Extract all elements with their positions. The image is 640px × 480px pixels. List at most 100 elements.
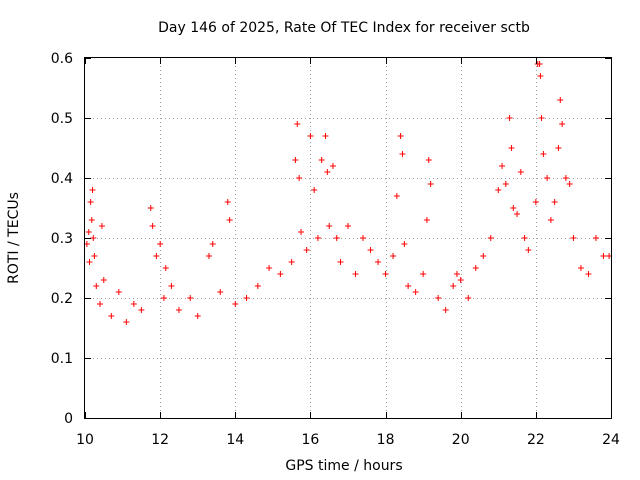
data-point (566, 181, 573, 187)
data-point (390, 253, 397, 259)
data-point (510, 205, 517, 211)
data-point (536, 61, 543, 67)
data-point (525, 247, 532, 253)
data-point (175, 307, 182, 313)
data-point (93, 283, 100, 289)
data-point (160, 295, 167, 301)
x-axis-label: GPS time / hours (285, 458, 402, 474)
data-point (307, 133, 314, 139)
x-tick-label: 10 (76, 432, 94, 448)
data-point (382, 271, 389, 277)
data-point (85, 229, 92, 235)
data-point (405, 283, 412, 289)
data-point (532, 199, 539, 205)
x-tick-labels: 10 12 14 16 18 20 22 24 (76, 432, 620, 448)
y-tick-label: 0.6 (51, 51, 73, 67)
data-point (324, 169, 331, 175)
x-tick-label: 14 (226, 432, 244, 448)
data-point (318, 157, 325, 163)
data-point (254, 283, 261, 289)
data-point (123, 319, 130, 325)
y-tick-label: 0 (64, 411, 73, 427)
data-point (115, 289, 122, 295)
data-point (499, 163, 506, 169)
data-point (547, 217, 554, 223)
data-point (89, 187, 96, 193)
data-point (544, 175, 551, 181)
data-point (147, 205, 154, 211)
chart-title: Day 146 of 2025, Rate Of TEC Index for r… (158, 20, 530, 36)
data-point (555, 145, 562, 151)
data-point (457, 277, 464, 283)
data-point (149, 223, 156, 229)
x-tick-label: 24 (602, 432, 620, 448)
data-point (352, 271, 359, 277)
data-point (243, 295, 250, 301)
data-point (487, 235, 494, 241)
data-point (502, 181, 509, 187)
data-point (162, 265, 169, 271)
data-point (427, 181, 434, 187)
y-tick-label: 0.4 (51, 171, 73, 187)
y-axis-label: ROTI / TECUs (6, 192, 22, 284)
data-point (495, 187, 502, 193)
data-point (521, 235, 528, 241)
data-point (288, 259, 295, 265)
x-tick-label: 18 (377, 432, 395, 448)
data-point (397, 133, 404, 139)
data-point (329, 163, 336, 169)
data-point (217, 289, 224, 295)
data-point (450, 283, 457, 289)
data-point (91, 253, 98, 259)
data-point (311, 187, 318, 193)
data-point (337, 259, 344, 265)
data-point (537, 73, 544, 79)
data-point (205, 253, 212, 259)
x-tick-label: 22 (527, 432, 545, 448)
data-point (517, 169, 524, 175)
data-point (100, 277, 107, 283)
data-point (559, 121, 566, 127)
data-point (157, 241, 164, 247)
x-tick-label: 12 (151, 432, 169, 448)
data-point (277, 271, 284, 277)
data-point (557, 97, 564, 103)
data-point (194, 313, 201, 319)
data-point (551, 199, 558, 205)
data-point (375, 259, 382, 265)
data-point (435, 295, 442, 301)
y-tick-label: 0.5 (51, 111, 73, 127)
y-tick-label: 0.3 (51, 231, 73, 247)
axis-ticks (85, 58, 612, 419)
data-point (303, 247, 310, 253)
data-point (393, 193, 400, 199)
data-point (266, 265, 273, 271)
data-point (108, 313, 115, 319)
data-point (153, 253, 160, 259)
data-point (86, 259, 93, 265)
data-point (514, 211, 521, 217)
data-point (326, 223, 333, 229)
data-point (592, 235, 599, 241)
data-point (296, 175, 303, 181)
data-point (412, 289, 419, 295)
data-point (508, 145, 515, 151)
data-point (322, 133, 329, 139)
data-point (168, 283, 175, 289)
data-point (401, 241, 408, 247)
data-point (360, 235, 367, 241)
data-point (224, 199, 231, 205)
data-point (562, 175, 569, 181)
data-point (425, 157, 432, 163)
data-point (423, 217, 430, 223)
data-point (98, 223, 105, 229)
data-point (333, 235, 340, 241)
data-point (97, 301, 104, 307)
data-point (88, 217, 95, 223)
data-point (87, 199, 94, 205)
y-tick-label: 0.1 (51, 351, 73, 367)
x-tick-label: 20 (452, 432, 470, 448)
data-point (187, 295, 194, 301)
data-point (314, 235, 321, 241)
